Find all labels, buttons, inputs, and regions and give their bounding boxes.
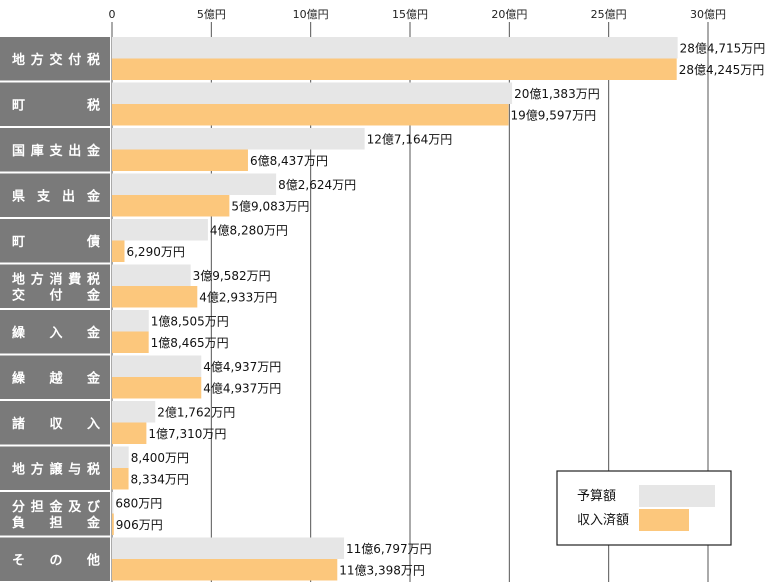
legend-swatch [639, 509, 689, 531]
category-label-box [0, 310, 110, 354]
data-label: 19億9,597万円 [511, 108, 597, 122]
x-tick-label: 15億円 [392, 8, 428, 21]
revenue-bar [112, 149, 248, 171]
legend-label: 収入済額 [577, 512, 629, 528]
data-label: 8億2,624万円 [278, 178, 356, 192]
legend-swatch [639, 485, 715, 507]
data-label: 11億3,398万円 [339, 563, 425, 577]
budget-bar [112, 82, 513, 104]
data-label: 5億9,083万円 [231, 199, 309, 213]
data-label: 11億6,797万円 [346, 542, 432, 556]
revenue-bar [112, 195, 230, 217]
budget-bar [112, 446, 129, 468]
category-label-box [0, 37, 110, 81]
data-label: 4億4,937万円 [203, 360, 281, 374]
data-label: 1億8,505万円 [151, 314, 229, 328]
category-label-box [0, 537, 110, 581]
revenue-bar [112, 559, 338, 581]
data-label: 1億8,465万円 [151, 336, 229, 350]
revenue-bar [112, 58, 677, 80]
data-label: 28億4,715万円 [680, 41, 766, 55]
data-label: 680万円 [115, 496, 162, 510]
category-label-box [0, 173, 110, 217]
revenue-bar [112, 513, 114, 535]
legend-label: 予算額 [577, 489, 616, 504]
category-label-box [0, 82, 110, 126]
category-label-box [0, 492, 110, 536]
x-tick-label: 20億円 [491, 8, 527, 21]
revenue-bar [112, 286, 198, 308]
data-label: 1億7,310万円 [148, 427, 226, 441]
category-label: 分担金及び [12, 499, 101, 515]
revenue-bar [112, 104, 509, 126]
budget-bar [112, 173, 277, 195]
budget-bar [112, 264, 191, 286]
revenue-bar [112, 377, 202, 399]
budget-bar [112, 537, 345, 559]
category-label-box [0, 401, 110, 445]
data-label: 4億8,280万円 [210, 223, 288, 237]
legend-box [556, 470, 732, 546]
revenue-bar [112, 331, 149, 353]
budget-bar [112, 492, 114, 514]
category-label-box [0, 355, 110, 399]
data-label: 20億1,383万円 [514, 87, 600, 101]
revenue-bar [112, 422, 147, 444]
budget-bar [112, 37, 678, 59]
category-label-box [0, 446, 110, 490]
budget-bar [112, 401, 156, 423]
data-label: 2億1,762万円 [157, 405, 235, 419]
data-label: 6億8,437万円 [250, 154, 328, 168]
x-tick-label: 25億円 [591, 8, 627, 21]
category-label: 地方譲与税 [12, 461, 100, 477]
revenue-bar [112, 240, 125, 262]
category-label: 地方交付税 [12, 52, 100, 68]
budget-bar [112, 310, 149, 332]
revenue-bar [112, 468, 129, 490]
category-label-box [0, 128, 110, 172]
x-tick-label: 5億円 [197, 8, 226, 21]
budget-bar [112, 219, 208, 241]
data-label: 3億9,582万円 [193, 269, 271, 283]
data-label: 8,400万円 [131, 451, 189, 465]
budget-bar [112, 128, 365, 150]
budget-bar [112, 355, 202, 377]
x-tick-label: 0 [109, 8, 116, 21]
data-label: 28億4,245万円 [679, 63, 765, 77]
data-label: 906万円 [116, 518, 163, 532]
category-label: 地方消費税 [12, 271, 100, 287]
data-label: 6,290万円 [126, 245, 184, 259]
x-tick-label: 30億円 [690, 8, 726, 21]
data-label: 8,334万円 [131, 472, 189, 486]
category-label-box [0, 219, 110, 263]
data-label: 12億7,164万円 [367, 132, 453, 146]
data-label: 4億4,937万円 [203, 381, 281, 395]
category-label: 国庫支出金 [12, 143, 101, 159]
data-label: 4億2,933万円 [199, 290, 277, 304]
category-label-box [0, 264, 110, 308]
x-tick-label: 10億円 [293, 8, 329, 21]
